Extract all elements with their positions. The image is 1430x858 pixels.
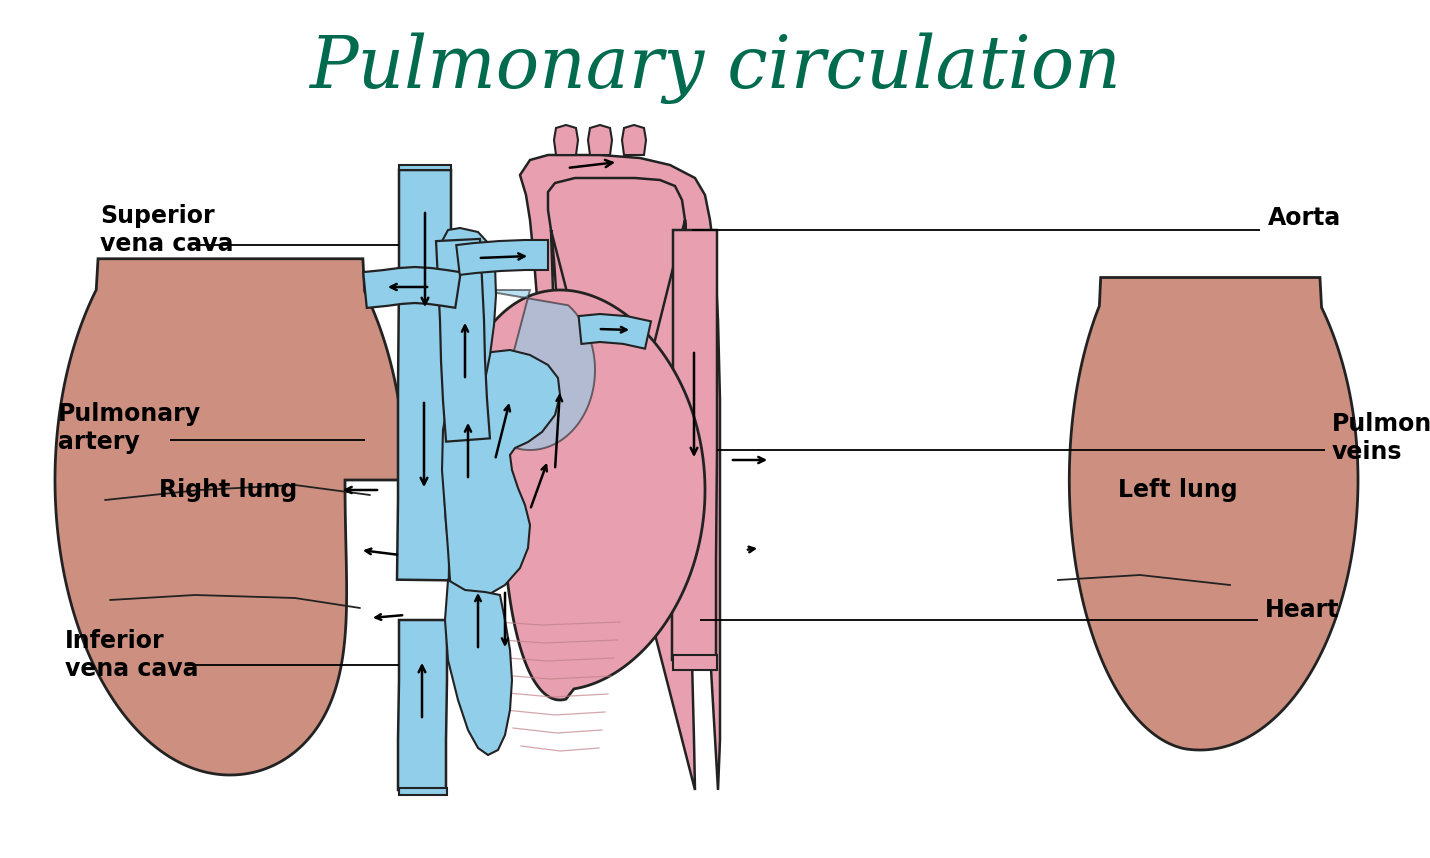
- Polygon shape: [579, 314, 651, 348]
- Polygon shape: [588, 125, 612, 155]
- Polygon shape: [363, 267, 460, 308]
- Polygon shape: [445, 580, 512, 755]
- Polygon shape: [622, 125, 646, 155]
- Polygon shape: [1070, 277, 1358, 750]
- Polygon shape: [398, 620, 448, 790]
- Text: Pulmonary
veins: Pulmonary veins: [1331, 412, 1430, 464]
- Polygon shape: [445, 290, 705, 700]
- Polygon shape: [521, 155, 719, 790]
- Polygon shape: [672, 230, 716, 660]
- Polygon shape: [399, 165, 450, 170]
- Polygon shape: [674, 655, 716, 670]
- Text: Heart: Heart: [1266, 598, 1340, 622]
- Text: Right lung: Right lung: [159, 478, 297, 502]
- Polygon shape: [398, 170, 450, 580]
- Text: Pulmonary circulation: Pulmonary circulation: [309, 33, 1121, 104]
- Polygon shape: [54, 259, 405, 775]
- Polygon shape: [480, 290, 595, 450]
- Polygon shape: [553, 125, 578, 155]
- Polygon shape: [442, 350, 561, 595]
- Polygon shape: [399, 788, 448, 795]
- Polygon shape: [436, 239, 490, 442]
- Text: Left lung: Left lung: [1118, 478, 1238, 502]
- Text: Superior
vena cava: Superior vena cava: [100, 204, 233, 256]
- Text: Inferior
vena cava: Inferior vena cava: [64, 629, 199, 681]
- Polygon shape: [438, 228, 496, 400]
- Text: Aorta: Aorta: [1268, 206, 1341, 230]
- Text: Pulmonary
artery: Pulmonary artery: [59, 402, 202, 454]
- Polygon shape: [456, 240, 548, 275]
